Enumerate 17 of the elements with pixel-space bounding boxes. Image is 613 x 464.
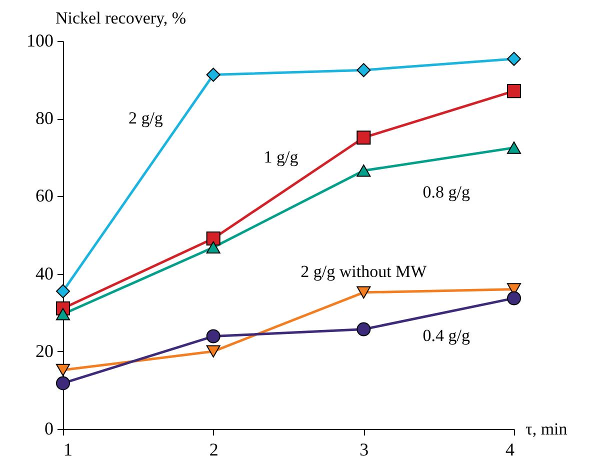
series-label: 2 g/g <box>128 108 164 128</box>
y-tick-label: 100 <box>26 30 54 50</box>
series-label: 0.8 g/g <box>422 182 470 202</box>
y-tick-label: 20 <box>36 340 54 361</box>
y-tick-label: 40 <box>36 263 54 284</box>
y-tick-label: 60 <box>36 186 54 206</box>
y-axis-title: Nickel recovery, % <box>56 8 186 28</box>
y-tick-label: 0 <box>44 418 54 438</box>
x-axis-title: τ, min <box>526 420 568 438</box>
x-tick-label: 4 <box>506 440 514 460</box>
series-label: 1 g/g <box>264 147 299 166</box>
x-tick-label: 1 <box>64 440 72 460</box>
series-label: 0.4 g/g <box>422 326 470 345</box>
x-tick-label: 2 <box>209 440 218 460</box>
x-tick-label: 3 <box>360 440 369 460</box>
y-tick-label: 80 <box>36 108 54 128</box>
series-label: 2 g/g without MW <box>300 262 428 281</box>
